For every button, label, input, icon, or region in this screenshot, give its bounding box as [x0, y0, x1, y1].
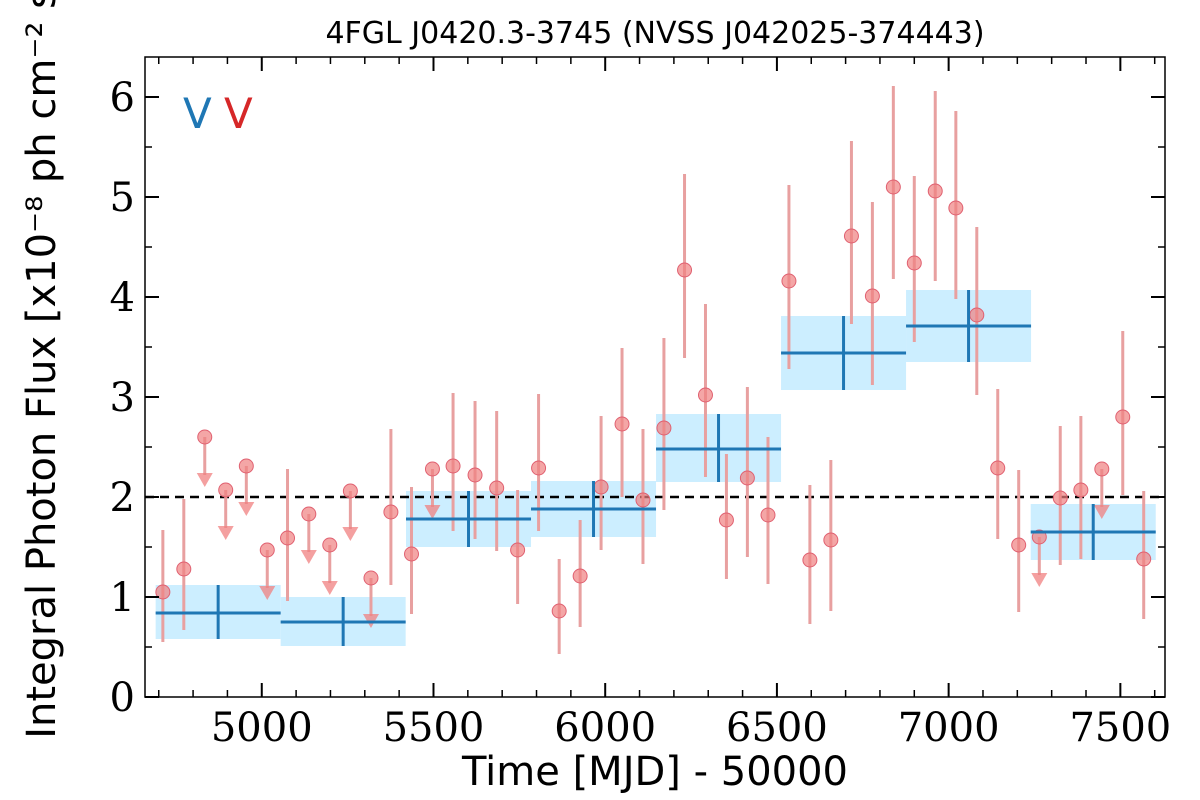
short-bin-point	[885, 179, 901, 195]
x-tick-labels: 5000 5500 6000 6500 7000 7500	[211, 705, 1171, 751]
short-bin-point	[677, 262, 693, 278]
upper-limit-point	[238, 458, 254, 474]
short-bin-point	[176, 561, 192, 577]
short-bin-point	[635, 492, 651, 508]
upper-limit-arrow	[217, 526, 234, 540]
upper-limit-point	[424, 461, 440, 477]
short-bin-point	[760, 507, 776, 523]
y-tick-label: 0	[110, 675, 135, 721]
short-bin-point	[489, 480, 505, 496]
short-bin-point	[614, 416, 630, 432]
y-tick-labels: 0 1 2 3 4 5 6	[110, 75, 135, 721]
short-bin-point	[864, 288, 880, 304]
y-tick-label: 1	[110, 575, 135, 621]
short-bin-point	[1115, 409, 1131, 425]
upper-limit-arrow	[1031, 573, 1048, 587]
long-bin-bands	[155, 290, 1156, 646]
short-bin-point	[656, 420, 672, 436]
x-tick-label: 7500	[1069, 705, 1171, 751]
short-bin-point	[1136, 551, 1152, 567]
short-bin-point	[823, 532, 839, 548]
short-bin-point	[531, 460, 547, 476]
short-bin-point	[551, 603, 567, 619]
upper-limit-point	[322, 537, 338, 553]
x-axis-label: Time [MJD] - 50000	[461, 749, 848, 795]
short-bin-point	[802, 552, 818, 568]
upper-limit-arrow	[259, 586, 276, 600]
short-bin-point	[155, 584, 171, 600]
plot-frame	[144, 56, 1166, 698]
x-tick-label: 6500	[726, 705, 828, 751]
long-bin-crosses	[155, 290, 1156, 646]
short-bin-point	[948, 200, 964, 216]
upper-limit-arrow	[1093, 505, 1110, 519]
short-bin-point	[781, 273, 797, 289]
short-bin-point	[1011, 537, 1027, 553]
x-tick-label: 7000	[898, 705, 1000, 751]
short-bin-point	[404, 546, 420, 562]
upper-limit-point	[197, 429, 213, 445]
upper-limit-arrow	[196, 473, 213, 487]
upper-limit-point	[342, 483, 358, 499]
x-tick-label: 5500	[383, 705, 485, 751]
short-bin-point	[843, 228, 859, 244]
short-bin-point	[280, 530, 296, 546]
y-tick-label: 5	[110, 175, 135, 221]
upper-limit-points	[196, 429, 1110, 628]
y-tick-label: 6	[110, 75, 135, 121]
chart-title: 4FGL J0420.3-3745 (NVSS J042025-374443)	[325, 16, 984, 51]
short-bin-point	[1073, 482, 1089, 498]
short-bin-point	[572, 568, 588, 584]
upper-limit-point	[218, 482, 234, 498]
y-tick-label: 2	[110, 475, 135, 521]
upper-limit-arrow	[321, 581, 338, 595]
short-bin-point	[445, 458, 461, 474]
upper-limit-arrow	[300, 550, 317, 564]
upper-limit-arrow	[424, 505, 441, 519]
short-bin-point	[383, 504, 399, 520]
short-bin-point	[593, 479, 609, 495]
short-bin-point	[739, 470, 755, 486]
short-bin-point	[990, 460, 1006, 476]
short-bin-point	[697, 387, 713, 403]
axis-ticks	[145, 57, 1165, 698]
short-bin-point	[969, 307, 985, 323]
y-axis-label: Integral Photon Flux [x10⁻⁸ ph cm⁻² s⁻¹]	[19, 0, 65, 739]
upper-limit-point	[363, 570, 379, 586]
y-tick-label: 3	[110, 375, 135, 421]
y-tick-label: 4	[110, 275, 135, 321]
upper-limit-point	[301, 506, 317, 522]
short-bin-point	[467, 467, 483, 483]
short-bin-point	[1052, 490, 1068, 506]
short-bin-point	[927, 183, 943, 199]
short-bin-point	[906, 255, 922, 271]
legend-entry-long-bins: V	[183, 89, 212, 138]
upper-limit-arrow	[238, 502, 255, 516]
upper-limit-arrow	[342, 527, 359, 541]
x-tick-label: 5000	[211, 705, 313, 751]
upper-limit-point	[1094, 461, 1110, 477]
short-bin-error-bars	[161, 86, 1146, 654]
short-bin-points	[155, 179, 1152, 619]
short-bin-point	[718, 512, 734, 528]
short-bin-point	[510, 542, 526, 558]
legend-entry-short-bins: V	[224, 89, 253, 138]
x-tick-label: 6000	[554, 705, 656, 751]
upper-limit-point	[259, 542, 275, 558]
